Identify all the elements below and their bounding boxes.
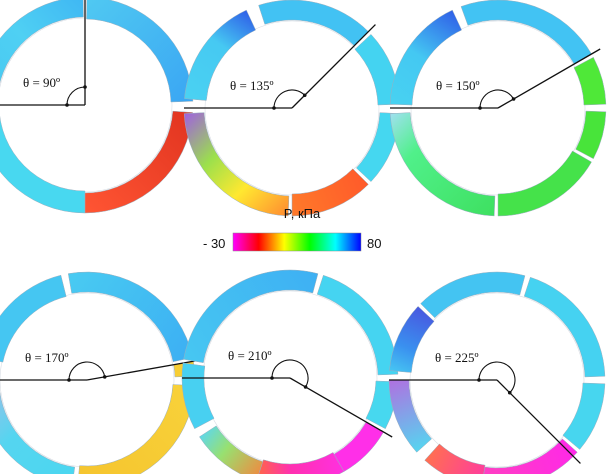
pressure-ring-panel: θ = 210º [181, 269, 399, 474]
pressure-segment [258, 0, 369, 47]
angle-arc [271, 359, 309, 388]
arrowhead [507, 390, 512, 395]
angle-arc [479, 89, 515, 109]
colorbar-min-label: - 30 [203, 236, 225, 251]
arrowhead [477, 378, 481, 382]
pressure-segment [78, 384, 196, 474]
angle-arc [68, 361, 106, 381]
pressure-segment [184, 9, 256, 101]
pressure-segment [84, 110, 194, 214]
angle-arc [66, 86, 86, 106]
pressure-ring-panel: θ = 135º [183, 0, 401, 217]
arrowhead [272, 106, 276, 110]
angle-label: θ = 225º [435, 350, 479, 365]
angle-label: θ = 135º [230, 78, 274, 93]
angle-arc [273, 89, 306, 109]
pressure-ring-panel: θ = 90º [0, 0, 194, 214]
pressure-segment [388, 379, 432, 453]
pressure-segment [86, 0, 194, 103]
arrowhead [511, 97, 516, 101]
angle-label: θ = 90º [23, 75, 60, 90]
colorbar-gradient [232, 232, 362, 252]
pressure-segment [389, 112, 496, 217]
pressure-segment [356, 112, 401, 183]
arrowhead [270, 376, 274, 380]
pressure-segment [424, 443, 486, 474]
pressure-segment [0, 0, 84, 84]
pressure-segment [183, 269, 319, 364]
pressure-segment [575, 110, 607, 160]
pressure-segment [0, 274, 67, 363]
pressure-segment [67, 271, 193, 362]
pressure-ring-panel: θ = 150º [389, 0, 607, 217]
pressure-segment [291, 168, 369, 217]
arrowhead [102, 375, 107, 379]
pressure-segment [389, 305, 435, 373]
colorbar-title: P, кПа [284, 206, 321, 221]
arrowhead [303, 385, 308, 389]
pressure-segment [420, 271, 526, 319]
pressure-segment [316, 274, 399, 376]
arrowhead [478, 106, 482, 110]
angle-label: θ = 150º [436, 78, 480, 93]
angle-arc [478, 361, 516, 394]
angle-label: θ = 170º [25, 350, 69, 365]
pressure-segment [258, 452, 345, 474]
arrowhead [67, 378, 71, 382]
colorbar-max-label: 80 [367, 236, 381, 251]
pressure-segment [0, 115, 86, 214]
pressure-segment [183, 112, 290, 217]
pressure-segment [460, 0, 592, 65]
arrowhead [65, 103, 69, 107]
colorbar: P, кПа - 30 80 [203, 206, 381, 252]
pressure-segment [389, 9, 462, 106]
pressure-ring-panel: θ = 170º [0, 271, 204, 474]
angle-label: θ = 210º [228, 348, 272, 363]
pressure-segment [0, 391, 76, 474]
arrowhead [83, 85, 87, 89]
pressure-segment [333, 421, 384, 472]
pressure-segment [573, 56, 607, 106]
pressure-segment [497, 150, 592, 217]
pressure-segment [199, 425, 264, 474]
pressure-segment [562, 382, 606, 450]
arrowhead [302, 93, 307, 98]
pressure-ring-panel: θ = 225º [388, 271, 606, 474]
pressure-segment [523, 276, 606, 378]
pressure-segment [483, 438, 578, 474]
